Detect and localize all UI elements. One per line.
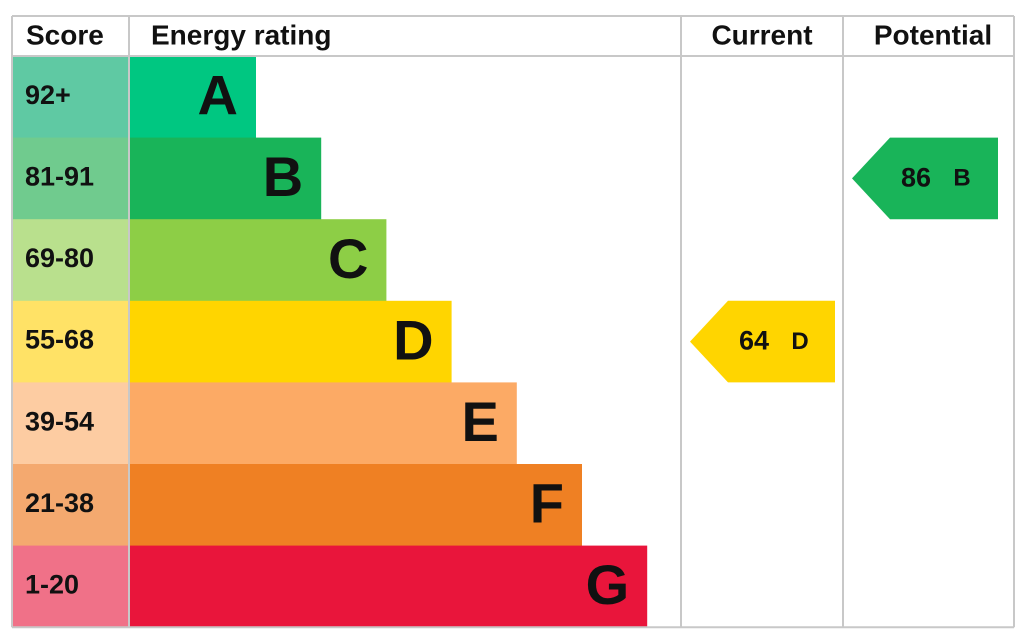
band-bar <box>129 137 322 220</box>
band-bar <box>129 300 452 383</box>
score-cell <box>12 219 129 302</box>
score-label: 92+ <box>25 80 71 110</box>
band-letter: B <box>263 145 303 208</box>
score-cell <box>12 300 129 383</box>
score-label: 55-68 <box>25 325 94 355</box>
band-letter: C <box>328 227 368 290</box>
score-cell <box>12 56 129 139</box>
band-bar <box>129 382 517 465</box>
potential-value: 86 <box>901 163 931 193</box>
current-arrow <box>690 300 835 383</box>
score-label: 1-20 <box>25 570 79 600</box>
header-rating: Energy rating <box>151 19 331 50</box>
score-cell <box>12 545 129 628</box>
score-cell <box>12 382 129 465</box>
band-letter: G <box>586 553 630 616</box>
band-bar <box>129 219 387 302</box>
score-cell <box>12 464 129 547</box>
band-bar <box>129 545 648 628</box>
band-bar <box>129 464 582 547</box>
header-potential: Potential <box>874 19 992 50</box>
score-cell <box>12 137 129 220</box>
band-bar <box>129 56 256 139</box>
potential-letter: B <box>953 165 970 192</box>
score-label: 21-38 <box>25 488 94 518</box>
header-current: Current <box>711 19 812 50</box>
potential-arrow <box>852 137 998 220</box>
score-label: 69-80 <box>25 243 94 273</box>
band-letter: A <box>198 64 238 127</box>
band-letter: D <box>393 308 433 371</box>
band-letter: F <box>530 472 564 535</box>
current-value: 64 <box>739 326 769 356</box>
current-letter: D <box>791 328 808 355</box>
score-label: 39-54 <box>25 406 94 436</box>
header-score: Score <box>26 19 104 50</box>
band-letter: E <box>461 390 498 453</box>
score-label: 81-91 <box>25 162 94 192</box>
